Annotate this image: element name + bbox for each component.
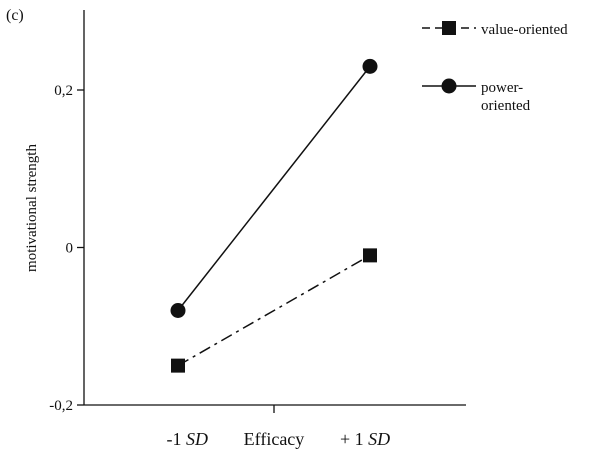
data-point-value-oriented bbox=[171, 358, 185, 373]
legend-label-value-oriented: value-oriented bbox=[481, 22, 568, 38]
legend: value-oriented power-oriented bbox=[422, 21, 568, 114]
data-point-value-oriented bbox=[363, 248, 377, 263]
axes bbox=[83, 10, 466, 413]
data-point-power-oriented bbox=[170, 303, 186, 318]
legend-marker-power-oriented bbox=[441, 78, 457, 94]
series-layer bbox=[170, 58, 378, 373]
legend-label-power-oriented: oriented bbox=[481, 98, 531, 114]
x-tick-label: -1 SD bbox=[167, 429, 209, 449]
y-ticks: -0,2 0 0,2 bbox=[49, 83, 84, 414]
legend-label-power-oriented: power- bbox=[481, 80, 523, 96]
series-line-power-oriented bbox=[177, 65, 371, 311]
series-line-value-oriented bbox=[177, 254, 371, 367]
legend-marker-value-oriented bbox=[442, 21, 456, 35]
panel-label: (c) bbox=[6, 7, 24, 24]
x-axis-label: Efficacy bbox=[244, 429, 305, 449]
y-axis-label: motivational strength bbox=[24, 144, 40, 272]
y-tick-label: 0,2 bbox=[54, 83, 73, 99]
x-axis-labels: Efficacy -1 SD + 1 SD bbox=[167, 429, 391, 449]
x-tick-label: + 1 SD bbox=[340, 429, 390, 449]
y-tick-label: -0,2 bbox=[49, 398, 73, 414]
data-point-power-oriented bbox=[362, 58, 378, 74]
y-tick-label: 0 bbox=[66, 241, 74, 257]
